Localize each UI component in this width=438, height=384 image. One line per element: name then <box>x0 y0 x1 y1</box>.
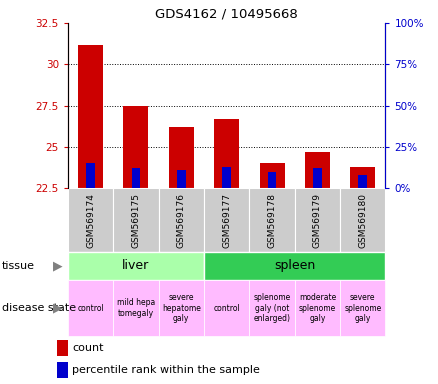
Bar <box>177 170 186 188</box>
Bar <box>204 188 249 252</box>
Bar <box>350 167 375 188</box>
Bar <box>358 175 367 188</box>
Text: control: control <box>213 304 240 313</box>
Bar <box>340 280 385 336</box>
Bar <box>313 168 322 188</box>
Text: GSM569175: GSM569175 <box>131 193 141 248</box>
Text: GSM569180: GSM569180 <box>358 193 367 248</box>
Bar <box>260 164 285 188</box>
Text: ▶: ▶ <box>53 302 63 314</box>
Text: spleen: spleen <box>274 260 315 272</box>
Text: ▶: ▶ <box>53 260 63 272</box>
Bar <box>295 188 340 252</box>
Bar <box>249 280 295 336</box>
Text: count: count <box>72 343 104 353</box>
Bar <box>169 127 194 188</box>
Bar <box>57 362 68 378</box>
Text: moderate
splenome
galy: moderate splenome galy <box>299 293 336 323</box>
Title: GDS4162 / 10495668: GDS4162 / 10495668 <box>155 7 298 20</box>
Bar <box>78 45 103 188</box>
Text: splenome
galy (not
enlarged): splenome galy (not enlarged) <box>254 293 291 323</box>
Bar <box>204 252 385 280</box>
Bar <box>204 280 249 336</box>
Bar <box>68 188 113 252</box>
Text: mild hepa
tomegaly: mild hepa tomegaly <box>117 298 155 318</box>
Bar <box>68 252 204 280</box>
Bar <box>124 106 148 188</box>
Text: GSM569176: GSM569176 <box>177 193 186 248</box>
Bar <box>340 188 385 252</box>
Bar <box>249 188 295 252</box>
Bar <box>214 119 239 188</box>
Bar <box>131 168 140 188</box>
Text: GSM569177: GSM569177 <box>222 193 231 248</box>
Bar <box>295 280 340 336</box>
Text: GSM569174: GSM569174 <box>86 193 95 248</box>
Bar <box>113 280 159 336</box>
Bar <box>268 172 276 188</box>
Text: severe
splenome
galy: severe splenome galy <box>344 293 381 323</box>
Text: severe
hepatome
galy: severe hepatome galy <box>162 293 201 323</box>
Bar <box>113 188 159 252</box>
Text: tissue: tissue <box>2 261 35 271</box>
Text: control: control <box>77 304 104 313</box>
Text: GSM569179: GSM569179 <box>313 193 322 248</box>
Bar <box>159 280 204 336</box>
Text: disease state: disease state <box>2 303 76 313</box>
Text: liver: liver <box>122 260 149 272</box>
Bar <box>159 188 204 252</box>
Text: GSM569178: GSM569178 <box>268 193 276 248</box>
Bar <box>86 164 95 188</box>
Bar <box>305 152 330 188</box>
Bar <box>57 341 68 356</box>
Bar <box>68 280 113 336</box>
Bar <box>223 167 231 188</box>
Text: percentile rank within the sample: percentile rank within the sample <box>72 366 260 376</box>
